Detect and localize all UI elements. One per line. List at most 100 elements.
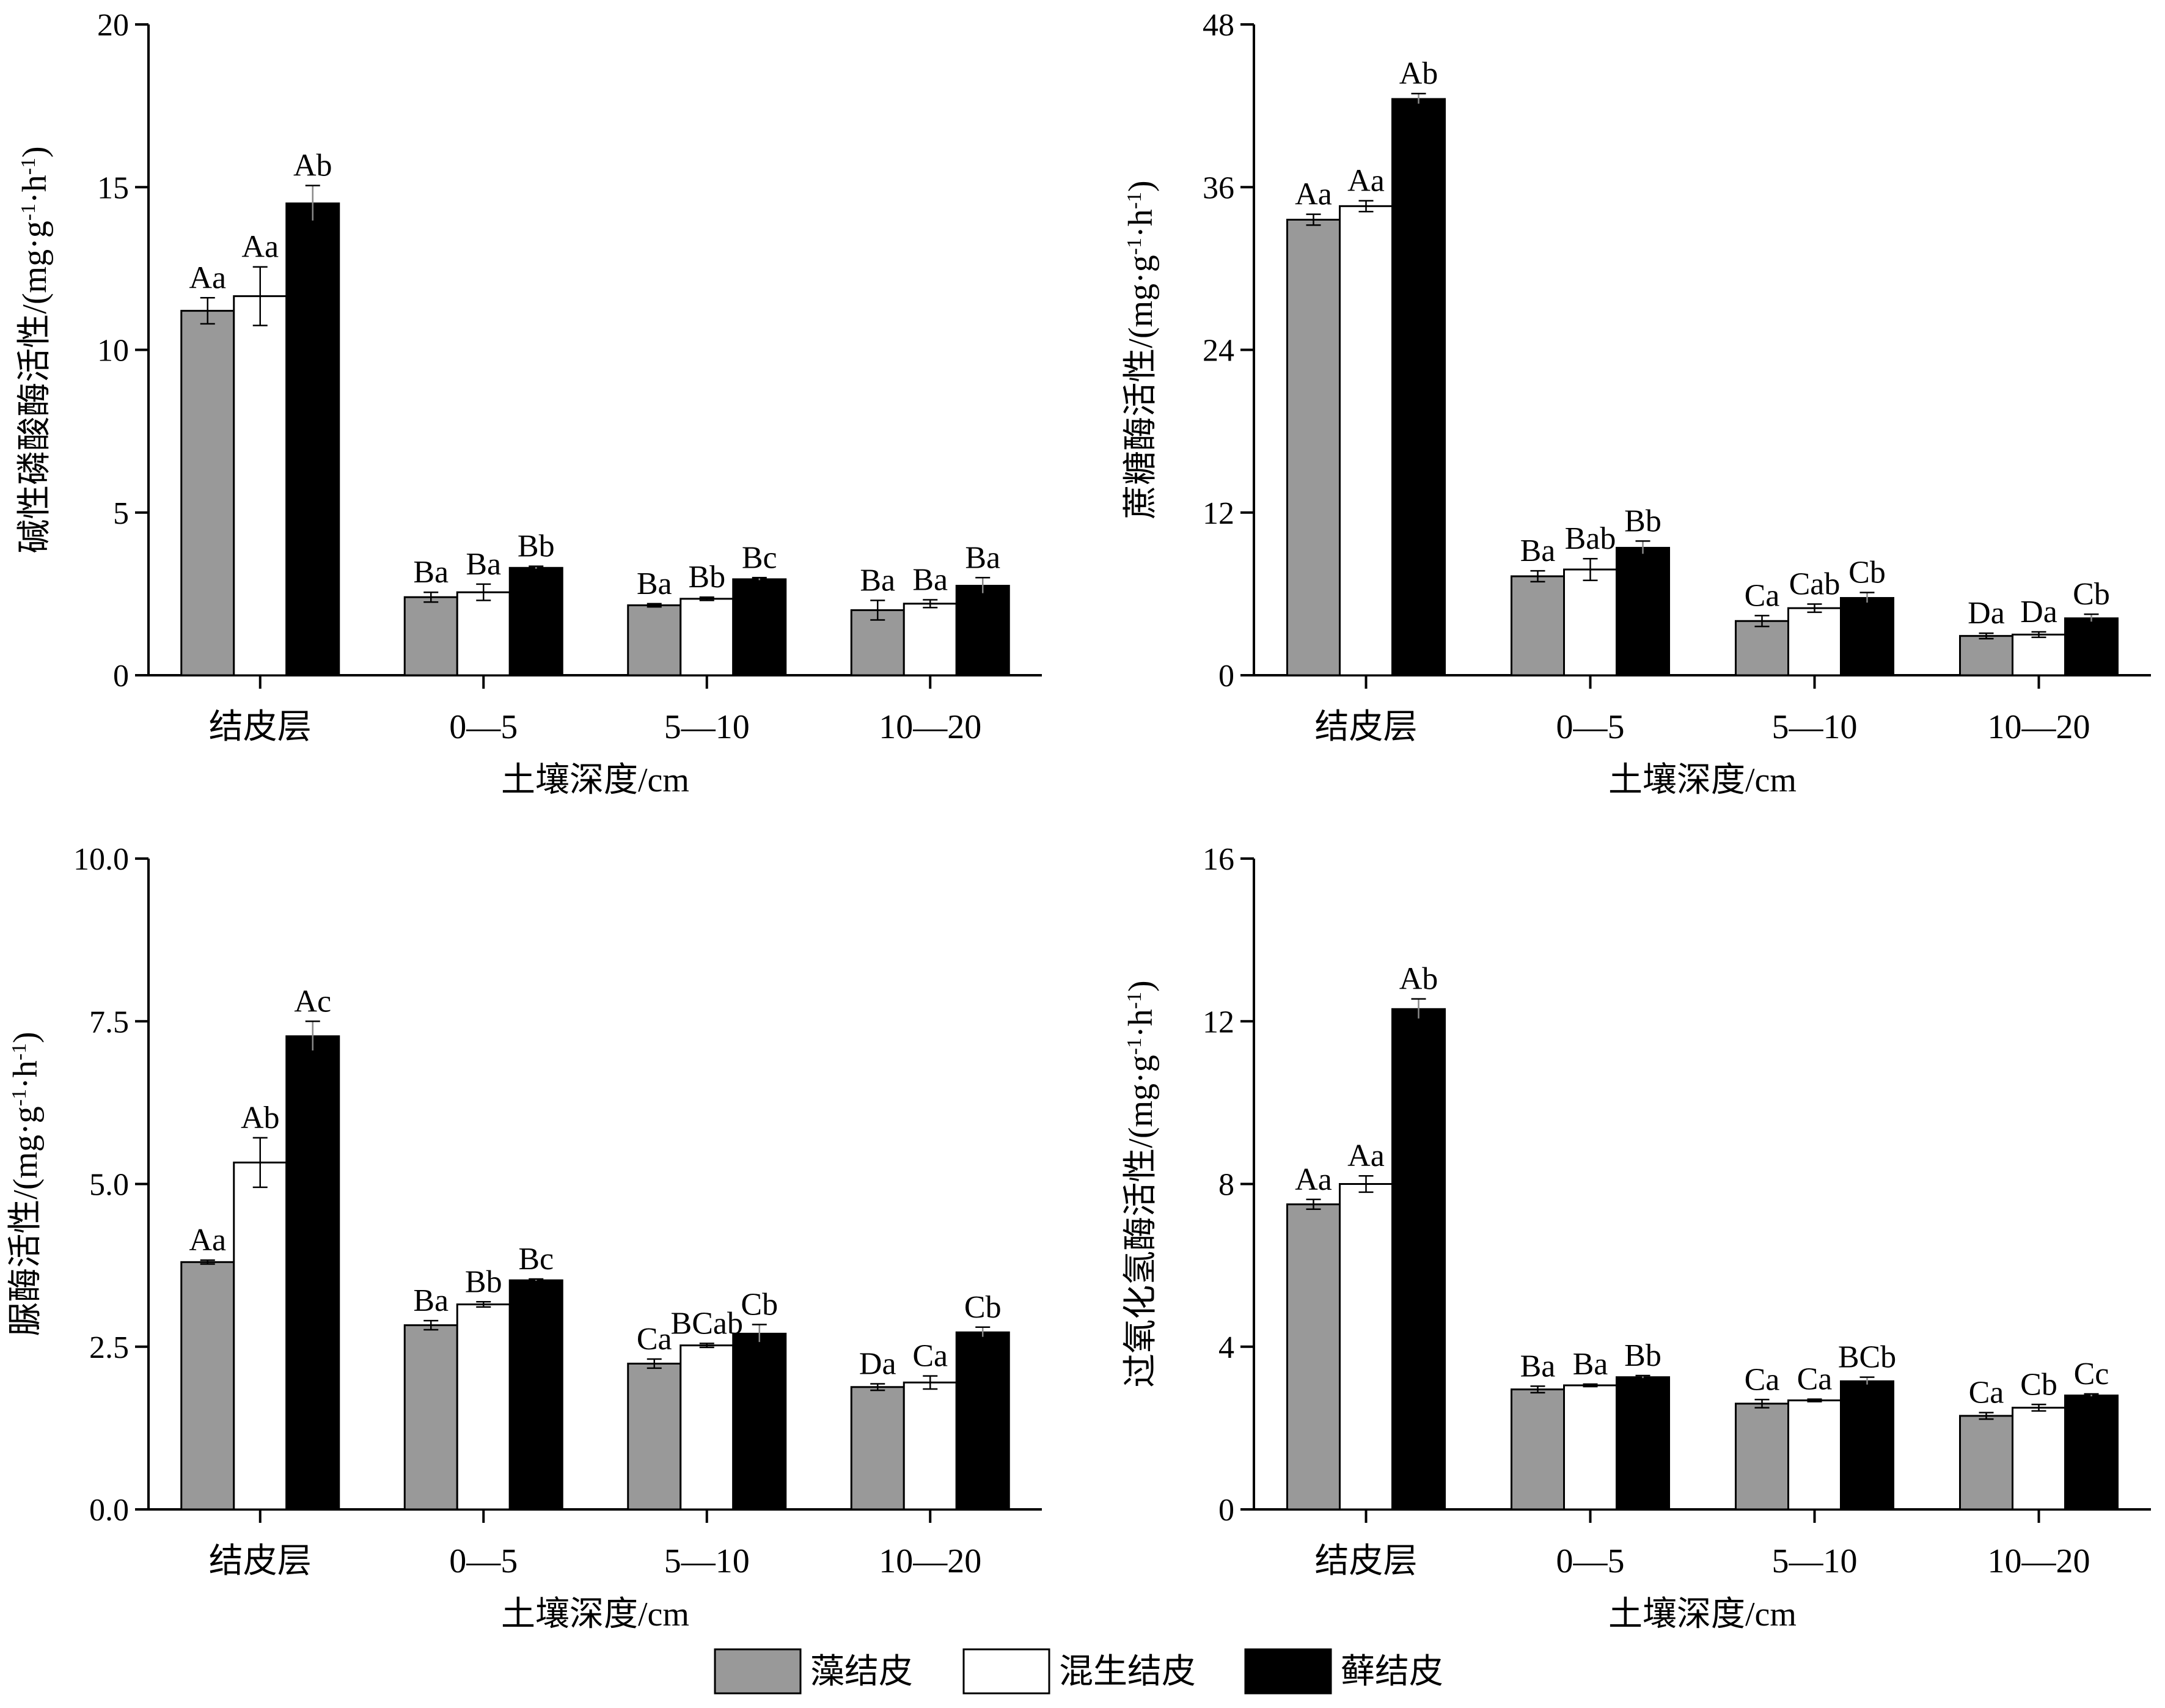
significance-label: Bb bbox=[1624, 1338, 1661, 1373]
bar-algae bbox=[403, 1324, 458, 1511]
bar-algae bbox=[403, 596, 458, 676]
y-axis-title-sup: -1 bbox=[1123, 192, 1146, 209]
x-axis-title: 土壤深度/cm bbox=[1608, 761, 1797, 799]
bar-algae bbox=[1735, 620, 1789, 676]
significance-label: Cb bbox=[964, 1290, 1002, 1325]
significance-label: Ba bbox=[965, 540, 1000, 575]
significance-label: Ca bbox=[1745, 578, 1780, 613]
bar-moss bbox=[955, 585, 1010, 676]
bar-moss bbox=[1616, 546, 1670, 676]
bar-mixed bbox=[2012, 1407, 2066, 1511]
bar-algae bbox=[1959, 635, 2013, 676]
bar-mixed bbox=[680, 1344, 734, 1511]
bar-algae bbox=[180, 310, 235, 676]
bar-mixed bbox=[1787, 1399, 1842, 1511]
bar-algae bbox=[1735, 1402, 1789, 1511]
x-tick-label: 结皮层 bbox=[209, 1542, 312, 1580]
significance-label: Aa bbox=[241, 230, 279, 265]
y-axis-title-sup: -1 bbox=[8, 1089, 31, 1106]
x-axis-title: 土壤深度/cm bbox=[501, 1596, 689, 1633]
y-axis-title-sup: -1 bbox=[1123, 238, 1146, 255]
significance-label: Cb bbox=[741, 1288, 778, 1322]
x-tick-label: 10—20 bbox=[1988, 1542, 2090, 1580]
y-axis-title-main: 蔗糖酶活性/(mg·g bbox=[1122, 255, 1160, 519]
x-tick-label: 5—10 bbox=[664, 708, 750, 746]
significance-label: Ca bbox=[1745, 1362, 1780, 1397]
bar-moss bbox=[1616, 1376, 1670, 1511]
x-tick-label: 0—5 bbox=[1556, 708, 1625, 746]
significance-label: Bb bbox=[688, 560, 725, 595]
significance-label: Da bbox=[1968, 596, 2005, 631]
y-axis-title-mid: ·h bbox=[1122, 209, 1160, 238]
significance-label: Ab bbox=[241, 1101, 280, 1135]
significance-label: Cc bbox=[2074, 1357, 2109, 1391]
y-tick-label: 10.0 bbox=[73, 842, 129, 877]
significance-label: Da bbox=[859, 1346, 896, 1381]
y-tick-label: 10 bbox=[97, 334, 129, 368]
x-tick-label: 结皮层 bbox=[1315, 1542, 1418, 1580]
legend-swatch-moss bbox=[1244, 1648, 1332, 1695]
bar-moss bbox=[2064, 617, 2119, 676]
significance-label: BCab bbox=[671, 1306, 743, 1341]
bar-mixed bbox=[456, 591, 511, 676]
y-axis-title: 蔗糖酶活性/(mg·g-1·h-1) bbox=[1122, 180, 1160, 519]
significance-label: Ab bbox=[1399, 962, 1438, 997]
significance-label: Bc bbox=[742, 540, 777, 575]
bar-algae bbox=[180, 1261, 235, 1511]
bar-mixed bbox=[1787, 607, 1842, 676]
y-tick-label: 12 bbox=[1203, 1005, 1234, 1039]
significance-label: Ba bbox=[860, 563, 895, 598]
bar-algae bbox=[850, 609, 905, 676]
bar-algae bbox=[1286, 219, 1341, 676]
significance-label: Ca bbox=[637, 1322, 672, 1357]
y-axis-title-mid: ·h bbox=[7, 1060, 45, 1089]
y-axis-title: 脲酶活性/(mg·g-1·h-1) bbox=[7, 1032, 45, 1336]
bar-moss bbox=[2064, 1395, 2119, 1511]
y-axis-title-sup: -1 bbox=[1123, 992, 1146, 1009]
significance-label: Ba bbox=[912, 562, 948, 597]
x-tick-label: 10—20 bbox=[1988, 708, 2090, 746]
x-tick-label: 5—10 bbox=[1772, 708, 1858, 746]
significance-label: Ba bbox=[1573, 1347, 1608, 1382]
x-tick-label: 10—20 bbox=[879, 708, 981, 746]
significance-label: Aa bbox=[1347, 163, 1385, 198]
significance-label: Ca bbox=[1969, 1376, 2004, 1410]
bar-algae bbox=[627, 1362, 682, 1511]
x-axis-title: 土壤深度/cm bbox=[501, 761, 689, 799]
bar-moss bbox=[508, 1279, 563, 1511]
chart-panel-top-left: 0 5 10 15 20 结皮层 Aa Aa Ab 0—5 Ba Ba Bb 5—10 Ba Bb Bc 10—2… bbox=[16, 8, 1042, 799]
y-axis-title-mid: ·h bbox=[16, 175, 54, 203]
y-axis-title-close: ) bbox=[7, 1032, 45, 1043]
bar-algae bbox=[850, 1386, 905, 1511]
y-tick-label: 16 bbox=[1203, 842, 1234, 877]
y-axis-title-sup: -1 bbox=[1123, 1038, 1146, 1055]
bar-mixed bbox=[1563, 568, 1617, 676]
significance-label: BCb bbox=[1838, 1340, 1896, 1375]
bar-algae bbox=[1959, 1415, 2013, 1511]
bar-mixed bbox=[680, 598, 734, 676]
y-axis-title: 过氧化氢酶活性/(mg·g-1·h-1) bbox=[1122, 980, 1160, 1387]
y-tick-label: 0 bbox=[1218, 1493, 1234, 1528]
significance-label: Ab bbox=[1399, 56, 1438, 91]
legend-swatch-algae bbox=[714, 1648, 802, 1695]
significance-label: Ba bbox=[1520, 1349, 1556, 1384]
significance-label: Bb bbox=[518, 529, 555, 564]
y-axis-title-close: ) bbox=[16, 146, 54, 158]
y-axis-title-sup: -1 bbox=[17, 203, 40, 221]
bar-moss bbox=[1840, 597, 1894, 676]
significance-label: Ba bbox=[413, 555, 449, 590]
bar-algae bbox=[1511, 575, 1565, 676]
y-axis-title-main: 碱性磷酸酶活性/(mg·g bbox=[16, 221, 54, 553]
significance-label: Ca bbox=[912, 1339, 948, 1374]
bar-moss bbox=[285, 1035, 340, 1511]
significance-label: Bb bbox=[1624, 504, 1661, 538]
y-tick-label: 12 bbox=[1203, 496, 1234, 531]
bar-moss bbox=[1840, 1380, 1894, 1511]
significance-label: Ba bbox=[413, 1283, 449, 1318]
legend-label-mixed: 混生结皮 bbox=[1059, 1653, 1196, 1691]
y-tick-label: 0.0 bbox=[89, 1493, 129, 1528]
bar-mixed bbox=[1339, 205, 1393, 676]
x-tick-label: 0—5 bbox=[1556, 1542, 1625, 1580]
